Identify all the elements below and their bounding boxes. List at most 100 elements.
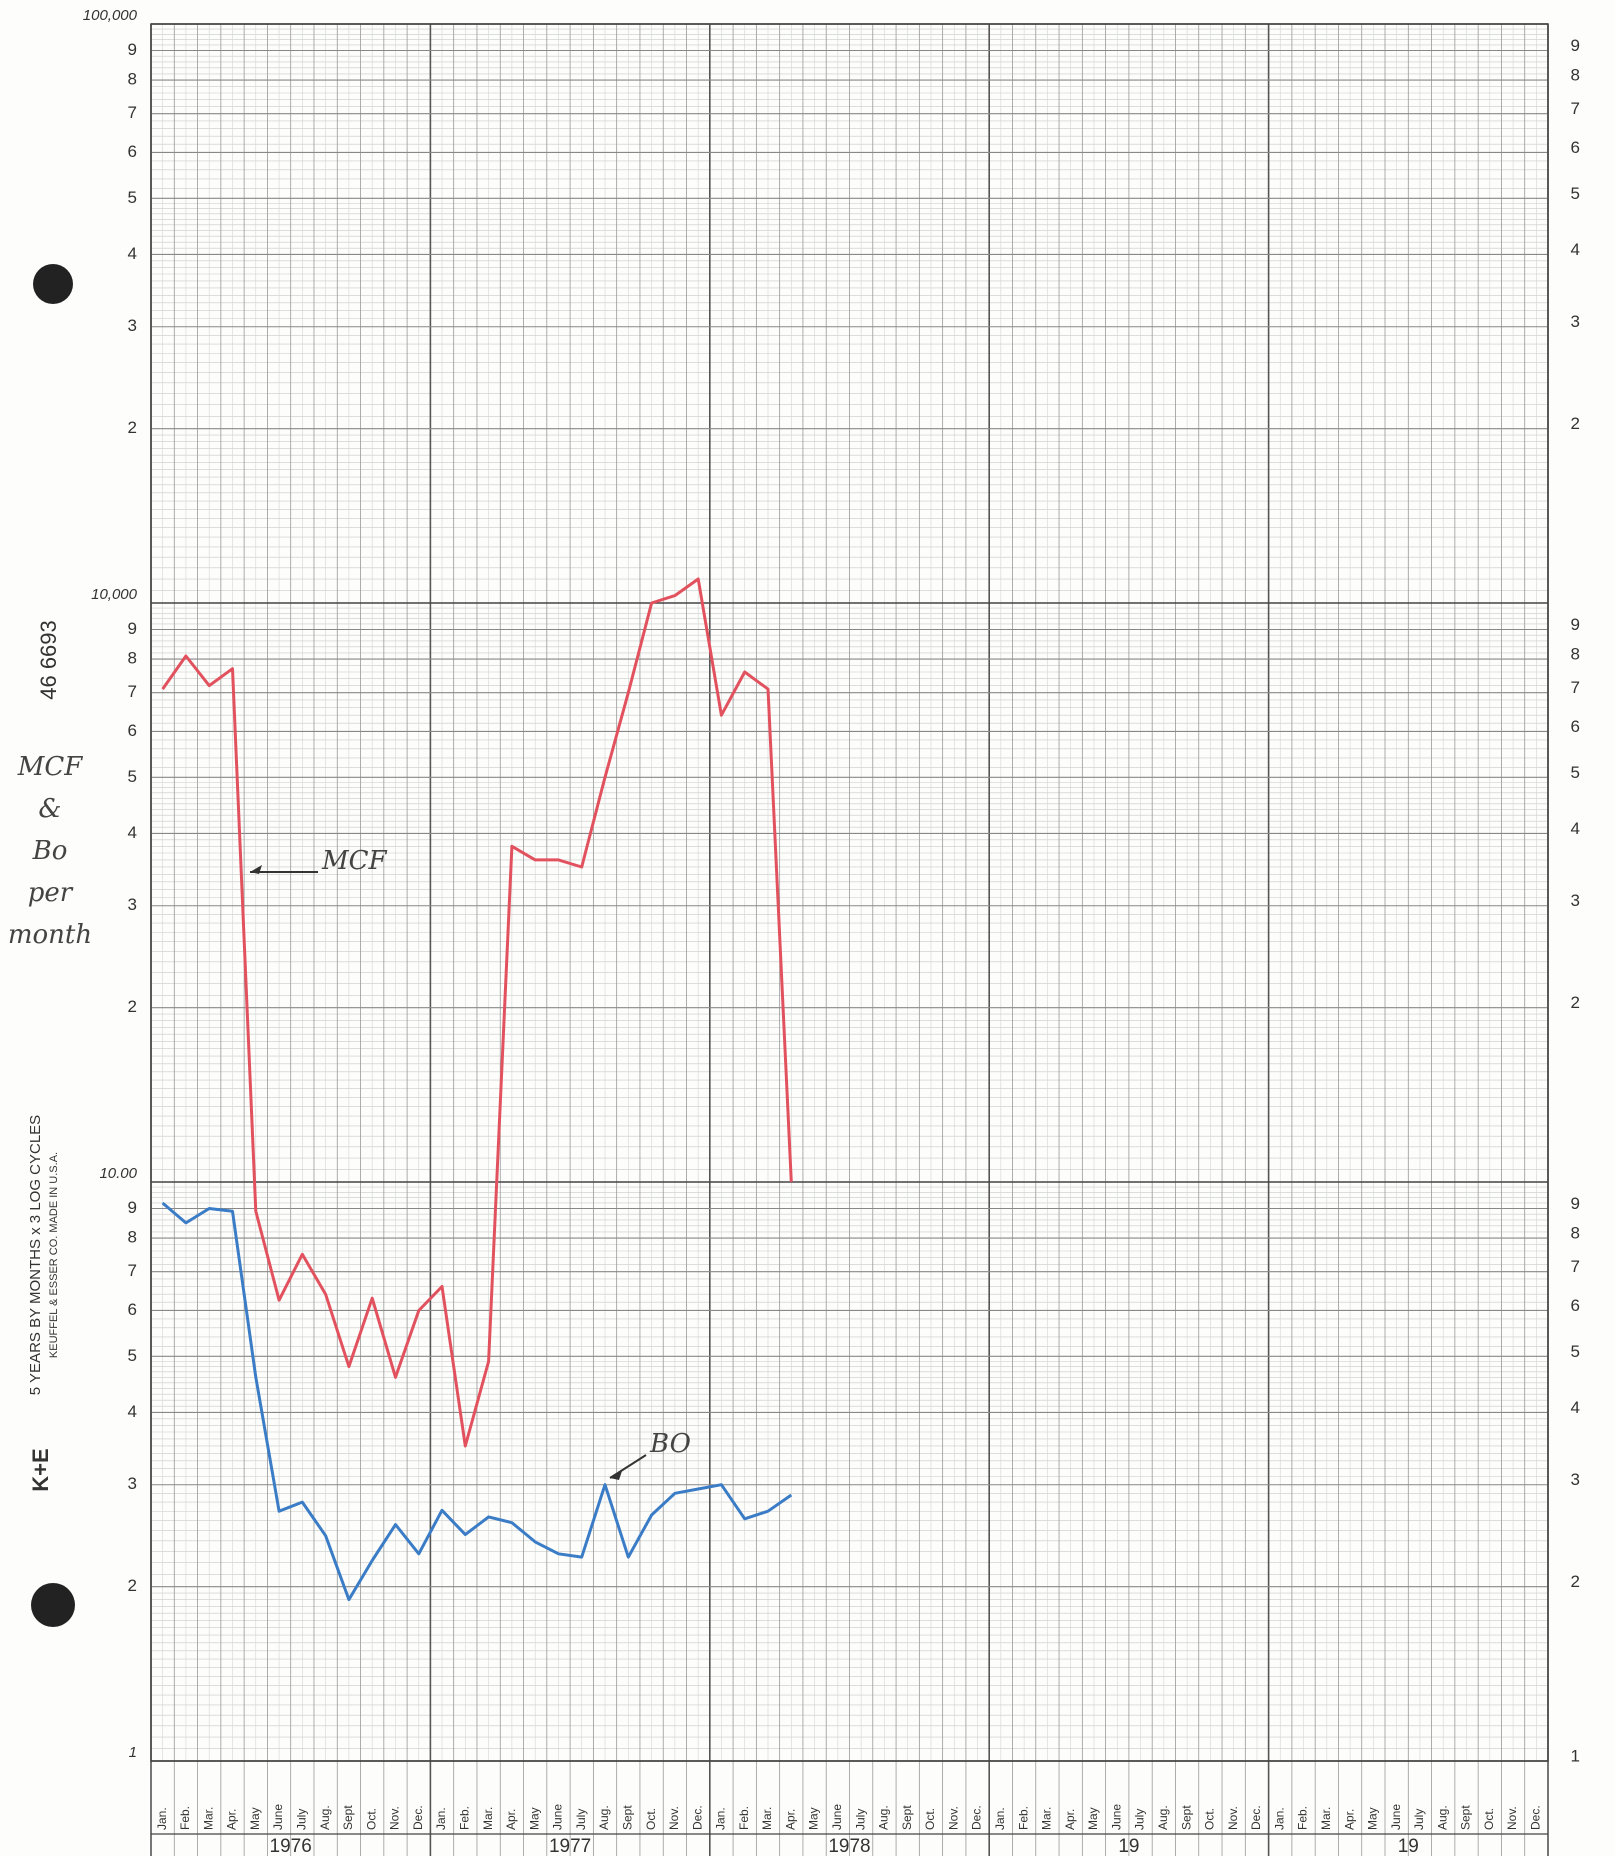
y-tick-label: 6 bbox=[128, 721, 137, 740]
x-tick-label: July bbox=[1133, 1809, 1147, 1830]
x-tick-label: Sept bbox=[1179, 1805, 1193, 1830]
punch-hole bbox=[31, 1583, 75, 1627]
x-tick-label: Apr. bbox=[504, 1809, 518, 1830]
x-tick-label: May bbox=[1366, 1807, 1380, 1830]
y-tick-label-right: 3 bbox=[1571, 1470, 1580, 1489]
x-tick-label: Sept bbox=[620, 1805, 634, 1830]
y-axis-label: Bo bbox=[32, 836, 68, 866]
x-tick-label: Mar. bbox=[201, 1807, 215, 1830]
punch-hole bbox=[33, 264, 73, 304]
x-tick-label: July bbox=[574, 1809, 588, 1830]
y-axis-label: MCF bbox=[17, 752, 84, 782]
x-tick-label: Dec. bbox=[1529, 1805, 1543, 1830]
y-tick-label: 4 bbox=[128, 244, 137, 263]
y-tick-label: 3 bbox=[128, 316, 137, 335]
y-tick-label-right: 3 bbox=[1571, 891, 1580, 910]
y-tick-label: 2 bbox=[128, 418, 137, 437]
x-tick-label: Aug. bbox=[1156, 1805, 1170, 1830]
x-tick-label: Apr. bbox=[1342, 1809, 1356, 1830]
x-tick-label: Oct. bbox=[1203, 1808, 1217, 1830]
y-tick-label-right: 6 bbox=[1571, 1296, 1580, 1315]
y-tick-label-right: 7 bbox=[1571, 1257, 1580, 1276]
annotation-arrowhead bbox=[610, 1471, 622, 1480]
year-label: 19 bbox=[1398, 1836, 1419, 1856]
x-tick-label: Feb. bbox=[457, 1806, 471, 1830]
y-axis-label: & bbox=[38, 794, 61, 824]
x-tick-label: Oct. bbox=[1482, 1808, 1496, 1830]
y-tick-label-right: 5 bbox=[1571, 763, 1580, 782]
y-tick-label: 8 bbox=[128, 70, 137, 89]
x-tick-label: Feb. bbox=[1016, 1806, 1030, 1830]
annotation: BO bbox=[649, 1429, 691, 1459]
y-tick-label: 3 bbox=[128, 1474, 137, 1493]
x-tick-label: Aug. bbox=[318, 1805, 332, 1830]
x-tick-label: Feb. bbox=[737, 1806, 751, 1830]
y-tick-label: 1 bbox=[129, 1744, 137, 1761]
y-tick-label-right: 9 bbox=[1571, 1194, 1580, 1213]
x-tick-label: Sept bbox=[900, 1805, 914, 1830]
x-tick-label: Jan. bbox=[434, 1807, 448, 1830]
y-tick-label: 100,000 bbox=[83, 7, 138, 24]
x-tick-label: June bbox=[271, 1804, 285, 1830]
y-tick-label: 7 bbox=[128, 1261, 137, 1280]
y-tick-label: 7 bbox=[128, 682, 137, 701]
x-tick-label: May bbox=[807, 1807, 821, 1830]
x-tick-label: June bbox=[1389, 1804, 1403, 1830]
x-tick-label: Jan. bbox=[993, 1807, 1007, 1830]
y-tick-label: 8 bbox=[128, 1228, 137, 1247]
x-tick-label: Nov. bbox=[667, 1806, 681, 1830]
y-tick-label: 9 bbox=[128, 1198, 137, 1217]
y-tick-label-right: 9 bbox=[1571, 36, 1580, 55]
y-tick-label-right: 3 bbox=[1571, 312, 1580, 331]
y-axis-label: month bbox=[8, 920, 92, 950]
x-tick-label: June bbox=[551, 1804, 565, 1830]
x-tick-label: Jan. bbox=[155, 1807, 169, 1830]
y-tick-label-right: 7 bbox=[1571, 678, 1580, 697]
x-tick-label: Aug. bbox=[1435, 1805, 1449, 1830]
y-tick-label: 6 bbox=[128, 142, 137, 161]
y-tick-label-right: 2 bbox=[1571, 993, 1580, 1012]
x-tick-label: May bbox=[527, 1807, 541, 1830]
x-tick-label: June bbox=[1109, 1804, 1123, 1830]
x-tick-label: Mar. bbox=[481, 1807, 495, 1830]
y-tick-label-right: 7 bbox=[1571, 99, 1580, 118]
x-tick-label: July bbox=[1412, 1809, 1426, 1830]
x-tick-label: June bbox=[830, 1804, 844, 1830]
x-tick-label: Oct. bbox=[364, 1808, 378, 1830]
x-tick-label: May bbox=[248, 1807, 262, 1830]
y-tick-label-right: 8 bbox=[1571, 1224, 1580, 1243]
x-tick-label: Feb. bbox=[1296, 1806, 1310, 1830]
y-tick-label: 4 bbox=[128, 1402, 137, 1421]
year-label: 1978 bbox=[828, 1836, 870, 1856]
annotation: MCF bbox=[321, 846, 388, 876]
y-tick-label-right: 4 bbox=[1571, 819, 1580, 838]
y-tick-label: 9 bbox=[128, 40, 137, 59]
y-tick-label-right: 8 bbox=[1571, 66, 1580, 85]
x-tick-label: Dec. bbox=[411, 1805, 425, 1830]
x-tick-label: Nov. bbox=[1505, 1806, 1519, 1830]
y-tick-label: 5 bbox=[128, 1346, 137, 1365]
x-tick-label: Dec. bbox=[690, 1805, 704, 1830]
y-tick-label-right: 8 bbox=[1571, 645, 1580, 664]
x-tick-label: Oct. bbox=[644, 1808, 658, 1830]
y-tick-label: 5 bbox=[128, 767, 137, 786]
x-tick-label: Nov. bbox=[388, 1806, 402, 1830]
series-line bbox=[161, 577, 793, 1448]
x-tick-label: Mar. bbox=[1319, 1807, 1333, 1830]
form-number: 46 6693 bbox=[36, 620, 61, 700]
x-tick-label: Mar. bbox=[760, 1807, 774, 1830]
y-tick-label: 10.00 bbox=[99, 1165, 137, 1182]
y-tick-label-right: 1 bbox=[1571, 1746, 1580, 1765]
plot-frame bbox=[150, 23, 1549, 1762]
y-tick-label-right: 5 bbox=[1571, 184, 1580, 203]
y-tick-label: 4 bbox=[128, 823, 137, 842]
annotation-arrowhead bbox=[250, 865, 262, 874]
x-tick-label: May bbox=[1086, 1807, 1100, 1830]
x-tick-label: Aug. bbox=[597, 1805, 611, 1830]
y-tick-label-right: 6 bbox=[1571, 138, 1580, 157]
y-tick-label: 6 bbox=[128, 1300, 137, 1319]
y-tick-label-right: 6 bbox=[1571, 717, 1580, 736]
y-tick-label: 5 bbox=[128, 188, 137, 207]
